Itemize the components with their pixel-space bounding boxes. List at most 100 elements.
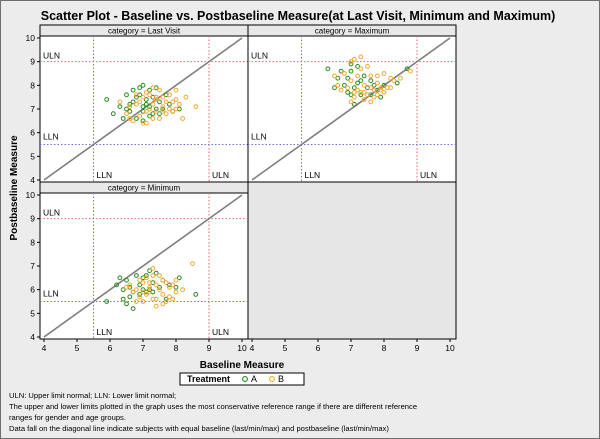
data-point-b [381,71,387,76]
data-point-b [150,85,156,91]
data-point-b [378,87,384,93]
data-point-b [147,92,153,98]
data-point-b [173,277,179,283]
y-tick-label: 5 [30,151,35,161]
data-point-a [127,294,133,300]
data-point-b [143,120,149,126]
data-point-a [193,292,199,297]
data-point-b [157,116,162,121]
data-point-a [153,270,159,276]
data-point-b [134,92,139,98]
data-point-b [368,73,374,79]
data-point-b [361,97,367,102]
data-point-b [137,113,143,119]
data-point-a [371,82,377,88]
data-point-b [170,282,176,288]
data-point-a [124,92,129,98]
x-tick-label: 8 [174,343,179,353]
data-point-a [130,87,136,93]
data-point-b [351,56,357,62]
y-tick-label: 9 [30,57,35,67]
identity-diagonal-line [251,37,451,181]
footnote-line: ranges for gender and age groups. [9,413,126,422]
data-point-a [150,280,156,286]
uln-y-label: ULN [43,208,60,218]
y-tick-label: 7 [30,104,35,114]
data-point-b [167,284,172,290]
data-point-a [160,106,166,112]
data-point-b [388,85,394,91]
data-point-a [348,92,354,98]
data-point-b [147,106,153,112]
data-point-b [127,282,133,288]
data-point-a [157,99,162,105]
data-point-b [147,289,153,295]
data-point-a [163,296,169,302]
chart-title: Scatter Plot - Baseline vs. Postbaseline… [41,9,556,23]
data-point-b [140,280,146,286]
panels-layer: category = Last Visit ULN LLN LLN ULN 4 5 6 7 8 9 1… [26,24,457,353]
data-point-a [358,78,364,83]
data-point-a [163,92,169,98]
data-point-b [190,261,195,267]
y-tick-label: 10 [26,190,36,200]
data-point-b [345,85,351,91]
data-point-b [157,273,162,278]
data-point-b [183,94,189,100]
data-point-b [124,284,129,290]
data-point-b [134,299,139,304]
data-point-b [355,73,361,79]
data-point-b [150,273,156,278]
data-point-b [368,85,374,91]
x-tick-label: 5 [283,343,288,353]
data-point-b [137,99,143,105]
footnote-line: ULN: Upper limit normal; LLN: Lower limi… [9,391,177,400]
data-point-b [163,299,169,304]
data-point-b [160,109,166,114]
panel-strip-label: category = Last Visit [108,27,181,36]
data-point-b [358,66,364,72]
footnote-line: The upper and lower limits plotted in th… [9,402,418,411]
legend-box [179,372,305,386]
data-point-a [150,111,156,117]
data-point-b [173,97,179,102]
y-axis-label: Postbaseline Measure [9,135,20,240]
data-point-a [137,85,143,91]
data-point-a [173,284,179,290]
x-axis-label: Baseline Measure [200,360,285,371]
data-point-b [130,118,136,124]
data-point-a [348,61,354,67]
data-point-a [120,116,126,121]
data-point-a [150,289,156,295]
data-point-b [351,90,357,95]
data-point-a [104,299,110,304]
y-tick-label: 7 [30,261,35,271]
y-tick-label: 4 [30,175,35,185]
data-point-a [361,73,367,79]
x-tick-label: 10 [445,343,455,353]
data-point-b [150,296,156,302]
data-point-b [153,296,159,302]
data-point-b [351,94,357,100]
data-point-b [150,116,156,121]
data-point-a [368,92,374,98]
data-point-b [160,292,166,297]
data-point-b [134,287,139,293]
data-point-b [170,296,176,302]
data-point-a [127,109,133,114]
data-point-b [176,101,182,107]
data-point-a [130,99,136,105]
data-point-a [157,111,162,117]
data-point-b [335,82,341,88]
data-point-b [193,104,199,109]
x-tick-label: 4 [42,343,47,353]
data-point-a [167,282,172,288]
panel-2: category = Minimum ULN LLN LLN ULN 4 5 6 7 8 9 10 [26,181,249,342]
data-point-b [375,80,380,86]
data-point-a [120,287,126,293]
data-point-a [124,301,129,307]
uln-y-label: ULN [251,51,268,61]
data-point-a [120,296,126,302]
data-point-b [361,90,367,95]
